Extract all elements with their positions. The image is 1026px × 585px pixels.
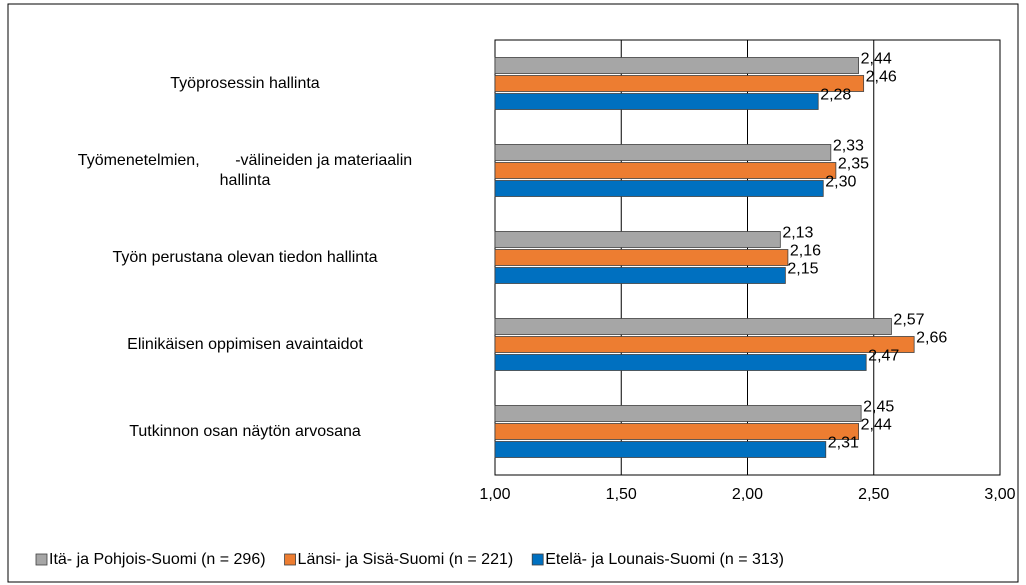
bar — [494, 144, 832, 161]
legend-label: Itä- ja Pohjois-Suomi (n = 296) — [49, 551, 266, 568]
value-label: 2,31 — [828, 435, 859, 452]
legend-swatch — [284, 553, 296, 566]
bar — [494, 249, 789, 266]
value-label: 2,13 — [782, 225, 813, 242]
value-label: 2,33 — [833, 138, 864, 155]
bar — [494, 423, 860, 440]
x-tick-label: 1,50 — [606, 486, 637, 503]
category-label: Elinikäisen oppimisen avaintaidot — [127, 335, 363, 353]
bar — [494, 57, 860, 74]
bar — [494, 318, 892, 335]
bar — [494, 267, 786, 284]
value-label: 2,57 — [893, 312, 924, 329]
bar — [494, 93, 819, 110]
value-label: 2,30 — [825, 174, 856, 191]
value-label: 2,47 — [868, 348, 899, 365]
category-label: Työn perustana olevan tiedon hallinta — [112, 248, 378, 266]
legend-swatch — [35, 553, 48, 566]
category-label: Tutkinnon osan näytön arvosana — [129, 422, 361, 440]
bar — [494, 405, 862, 422]
value-label: 2,16 — [790, 243, 821, 260]
category-label: Työmenetelmien, -välineiden ja materiaal… — [77, 151, 413, 189]
value-label: 2,44 — [861, 417, 892, 434]
bar — [494, 336, 915, 353]
legend-label: Länsi- ja Sisä-Suomi (n = 221) — [298, 551, 514, 568]
x-tick-label: 1,00 — [479, 486, 510, 503]
category-label: Työprosessin hallinta — [170, 74, 320, 92]
bar — [494, 441, 827, 458]
chart-border — [7, 3, 1019, 583]
bar — [494, 231, 781, 248]
value-label: 2,28 — [820, 87, 851, 104]
value-label: 2,46 — [866, 69, 897, 86]
x-tick-label: 2,00 — [732, 486, 763, 503]
bar — [494, 180, 824, 197]
x-tick-label: 3,00 — [984, 486, 1015, 503]
value-label: 2,44 — [861, 51, 892, 68]
bar — [494, 162, 837, 179]
value-label: 2,15 — [787, 261, 818, 278]
bar — [494, 354, 867, 371]
legend-label: Etelä- ja Lounais-Suomi (n = 313) — [545, 551, 784, 568]
legend-swatch — [531, 553, 544, 566]
value-label: 2,45 — [863, 399, 894, 416]
value-label: 2,66 — [916, 330, 947, 347]
bar — [494, 75, 865, 92]
value-label: 2,35 — [838, 156, 869, 173]
x-tick-label: 2,50 — [858, 486, 889, 503]
